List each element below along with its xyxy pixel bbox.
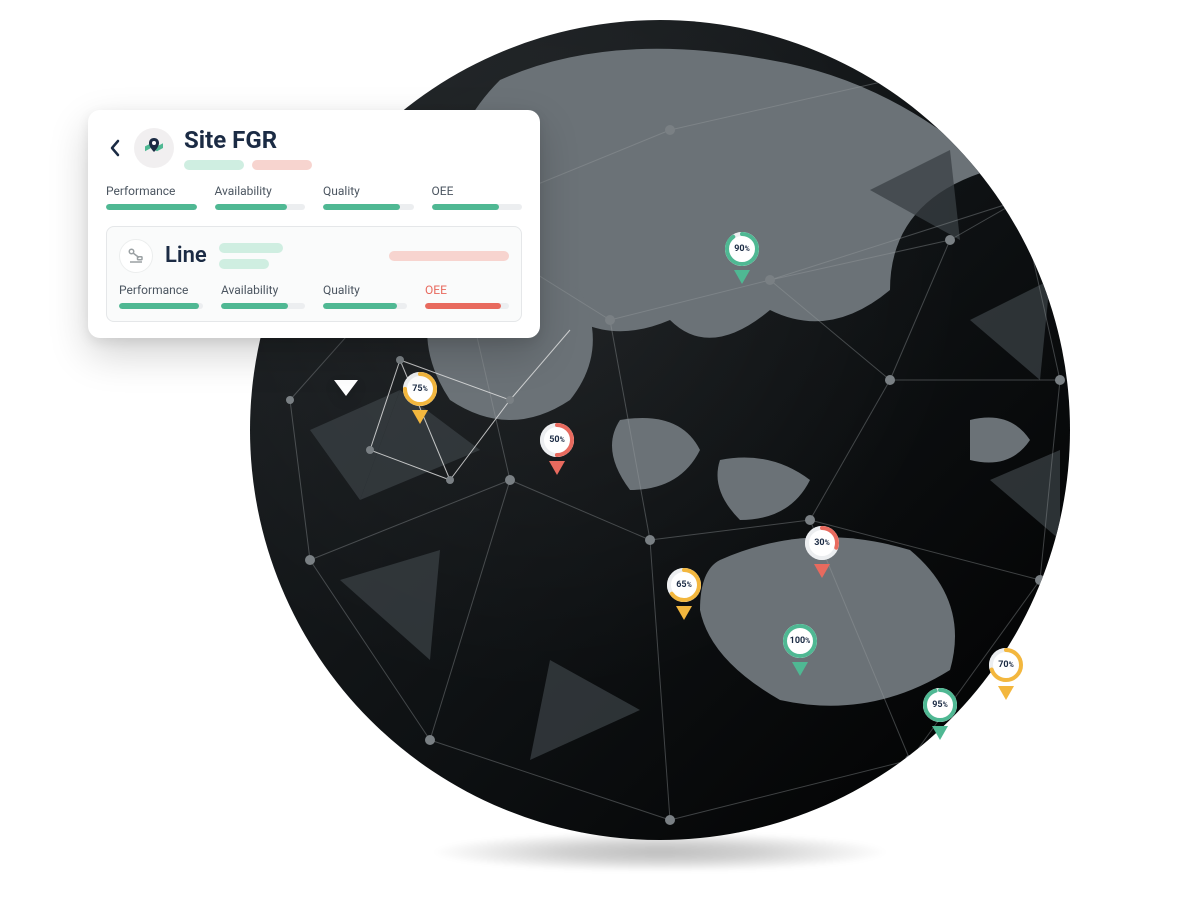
metric-label: Performance — [106, 184, 197, 198]
marker-gauge: 90% — [725, 232, 759, 266]
marker-pin — [998, 686, 1014, 700]
marker-value: 90% — [734, 245, 750, 254]
marker-gauge: 50% — [540, 423, 574, 457]
robot-arm-icon — [127, 247, 145, 265]
marker-pin — [792, 662, 808, 676]
header-tag — [252, 160, 312, 170]
metric-bar — [425, 303, 509, 309]
site-title: Site FGR — [184, 128, 522, 152]
map-pin-icon — [142, 136, 166, 160]
metric-availability: Availability — [215, 184, 306, 210]
back-button[interactable] — [106, 128, 124, 168]
marker-gauge: 100% — [783, 624, 817, 658]
marker-gauge: 30% — [805, 526, 839, 560]
line-tag — [219, 243, 283, 253]
header-tag — [184, 160, 244, 170]
map-marker-china-north[interactable]: 75% — [400, 372, 440, 424]
metric-oee: OEE — [432, 184, 523, 210]
marker-value: 65% — [676, 581, 692, 590]
marker-pin — [814, 564, 830, 578]
map-marker-aus-south[interactable]: 100% — [780, 624, 820, 676]
map-marker-aus-north[interactable]: 30% — [802, 526, 842, 578]
site-metrics-row: Performance Availability Quality OEE — [106, 184, 522, 210]
map-marker-nz-north[interactable]: 95% — [920, 688, 960, 740]
line-tag — [219, 259, 269, 269]
marker-value: 30% — [814, 539, 830, 548]
marker-value: 75% — [412, 385, 428, 394]
marker-pin — [676, 606, 692, 620]
marker-pin — [549, 461, 565, 475]
site-icon — [134, 128, 174, 168]
map-marker-sea[interactable]: 50% — [537, 423, 577, 475]
map-marker-korea[interactable]: 90% — [722, 232, 762, 284]
marker-pin — [932, 726, 948, 740]
marker-gauge: 95% — [923, 688, 957, 722]
metric-label: Quality — [323, 184, 414, 198]
chevron-left-icon — [110, 139, 120, 157]
metric-label: Availability — [215, 184, 306, 198]
metric-bar — [432, 204, 523, 210]
marker-value: 95% — [932, 701, 948, 710]
metric-availability: Availability — [221, 283, 305, 309]
metric-bar — [119, 303, 203, 309]
card-pointer — [334, 380, 358, 396]
line-icon — [119, 239, 153, 273]
map-marker-nz-east[interactable]: 70% — [986, 648, 1026, 700]
header-tags — [184, 160, 522, 170]
metric-label: OEE — [425, 283, 509, 297]
marker-value: 70% — [998, 661, 1014, 670]
metric-label: Availability — [221, 283, 305, 297]
metric-label: Quality — [323, 283, 407, 297]
metric-label: OEE — [432, 184, 523, 198]
marker-gauge: 65% — [667, 568, 701, 602]
line-metrics-row: Performance Availability Quality OEE — [119, 283, 509, 309]
marker-gauge: 70% — [989, 648, 1023, 682]
site-detail-card: Site FGR Performance Availability Quality O… — [88, 110, 540, 338]
marker-value: 50% — [549, 436, 565, 445]
line-tag — [389, 251, 509, 261]
marker-pin — [412, 410, 428, 424]
metric-oee: OEE — [425, 283, 509, 309]
metric-bar — [323, 303, 407, 309]
marker-gauge: 75% — [403, 372, 437, 406]
metric-performance: Performance — [106, 184, 197, 210]
metric-performance: Performance — [119, 283, 203, 309]
marker-value: 100% — [790, 637, 811, 646]
metric-bar — [215, 204, 306, 210]
metric-quality: Quality — [323, 184, 414, 210]
line-card[interactable]: Line Performance Availability Quality OEE — [106, 226, 522, 322]
metric-bar — [221, 303, 305, 309]
marker-pin — [734, 270, 750, 284]
metric-quality: Quality — [323, 283, 407, 309]
metric-label: Performance — [119, 283, 203, 297]
metric-bar — [106, 204, 197, 210]
metric-bar — [323, 204, 414, 210]
map-marker-aus-west[interactable]: 65% — [664, 568, 704, 620]
line-title: Line — [165, 245, 207, 267]
